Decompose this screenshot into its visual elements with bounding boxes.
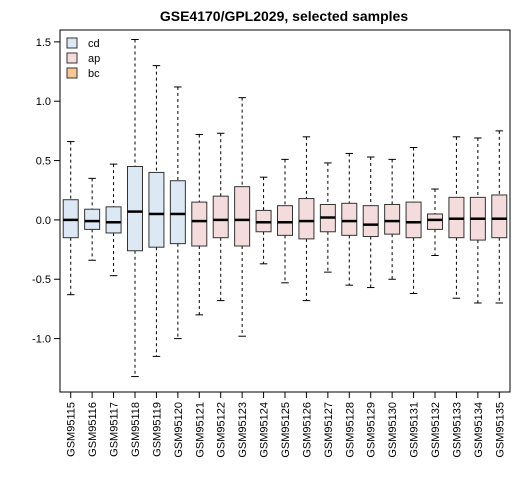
legend-swatch-ap [66,52,78,64]
box-iqr [405,201,422,239]
legend-label-ap: ap [88,53,100,65]
x-tick-label: GSM95126 [301,402,313,458]
box-iqr [362,205,379,238]
y-tick-label: 0.0 [36,215,51,227]
x-tick-label: GSM95129 [366,402,378,458]
box-GSM95128 [341,152,358,286]
x-tick-label: GSM95125 [280,402,292,458]
box-iqr [169,180,186,245]
x-tick-label: GSM95132 [430,402,442,458]
box-iqr [212,195,229,239]
y-tick-label: 1.0 [36,96,51,108]
x-tick-label: GSM95134 [473,402,485,458]
box-GSM95135 [491,130,508,304]
box-GSM95134 [469,137,486,304]
box-iqr [491,194,508,239]
x-tick-label: GSM95123 [237,402,249,458]
x-tick-label: GSM95120 [173,402,185,458]
x-tick-label: GSM95124 [259,402,271,458]
x-tick-label: GSM95131 [409,402,421,458]
x-tick-label: GSM95127 [323,402,335,458]
x-tick-label: GSM95119 [151,402,163,457]
x-tick-label: GSM95118 [130,402,142,457]
box-GSM95117 [105,163,122,277]
chart-axes: -1.0 -0.5 0.0 0.5 1.0 1.5 GSM95115 GSM95116 GSM9… [32,29,511,458]
box-iqr [105,206,122,234]
y-tick-label: 1.5 [36,37,51,49]
box-GSM95115 [62,141,79,296]
y-tick-label: 0.5 [36,156,51,168]
chart-boxes [62,38,508,378]
box-GSM95124 [255,176,272,265]
y-tick-label: -0.5 [32,274,51,286]
box-iqr [84,208,101,230]
x-tick-label: GSM95117 [109,402,121,457]
box-GSM95126 [298,136,315,302]
box-GSM95125 [277,158,293,284]
box-GSM95132 [427,188,443,257]
box-GSM95133 [448,136,465,299]
box-GSM95129 [362,156,379,289]
box-iqr [277,205,293,236]
box-GSM95119 [148,65,165,357]
x-tick-label: GSM95116 [87,402,99,457]
x-tick-label: GSM95135 [494,402,506,458]
box-iqr [341,202,358,236]
x-tick-label: GSM95133 [451,402,463,458]
legend-label-bc: bc [88,68,100,80]
x-tick-label: GSM95128 [344,402,356,458]
box-iqr [298,198,315,240]
box-iqr [127,165,143,252]
chart-legend: cd ap bc [66,37,100,80]
box-iqr [234,186,251,247]
box-GSM95120 [169,86,186,340]
box-GSM95127 [319,162,336,273]
x-tick-label: GSM95121 [194,402,206,458]
legend-swatch-bc [66,67,78,79]
legend-swatch-cd [66,37,78,49]
x-tick-label: GSM95115 [66,402,78,457]
legend-label-cd: cd [88,38,100,50]
box-GSM95121 [191,133,208,316]
box-iqr [191,201,208,247]
box-GSM95130 [384,158,401,280]
y-tick-label: -1.0 [32,334,51,346]
box-iqr [427,213,443,230]
chart-title: GSE4170/GPL2029, selected samples [160,8,408,24]
box-GSM95131 [405,147,422,294]
box-iqr [148,171,165,248]
box-GSM95123 [234,97,251,337]
box-iqr [384,203,401,235]
x-tick-label: GSM95130 [387,402,399,458]
box-GSM95116 [84,177,101,261]
box-GSM95122 [212,132,229,302]
box-GSM95118 [127,38,143,378]
x-tick-label: GSM95122 [216,402,228,458]
